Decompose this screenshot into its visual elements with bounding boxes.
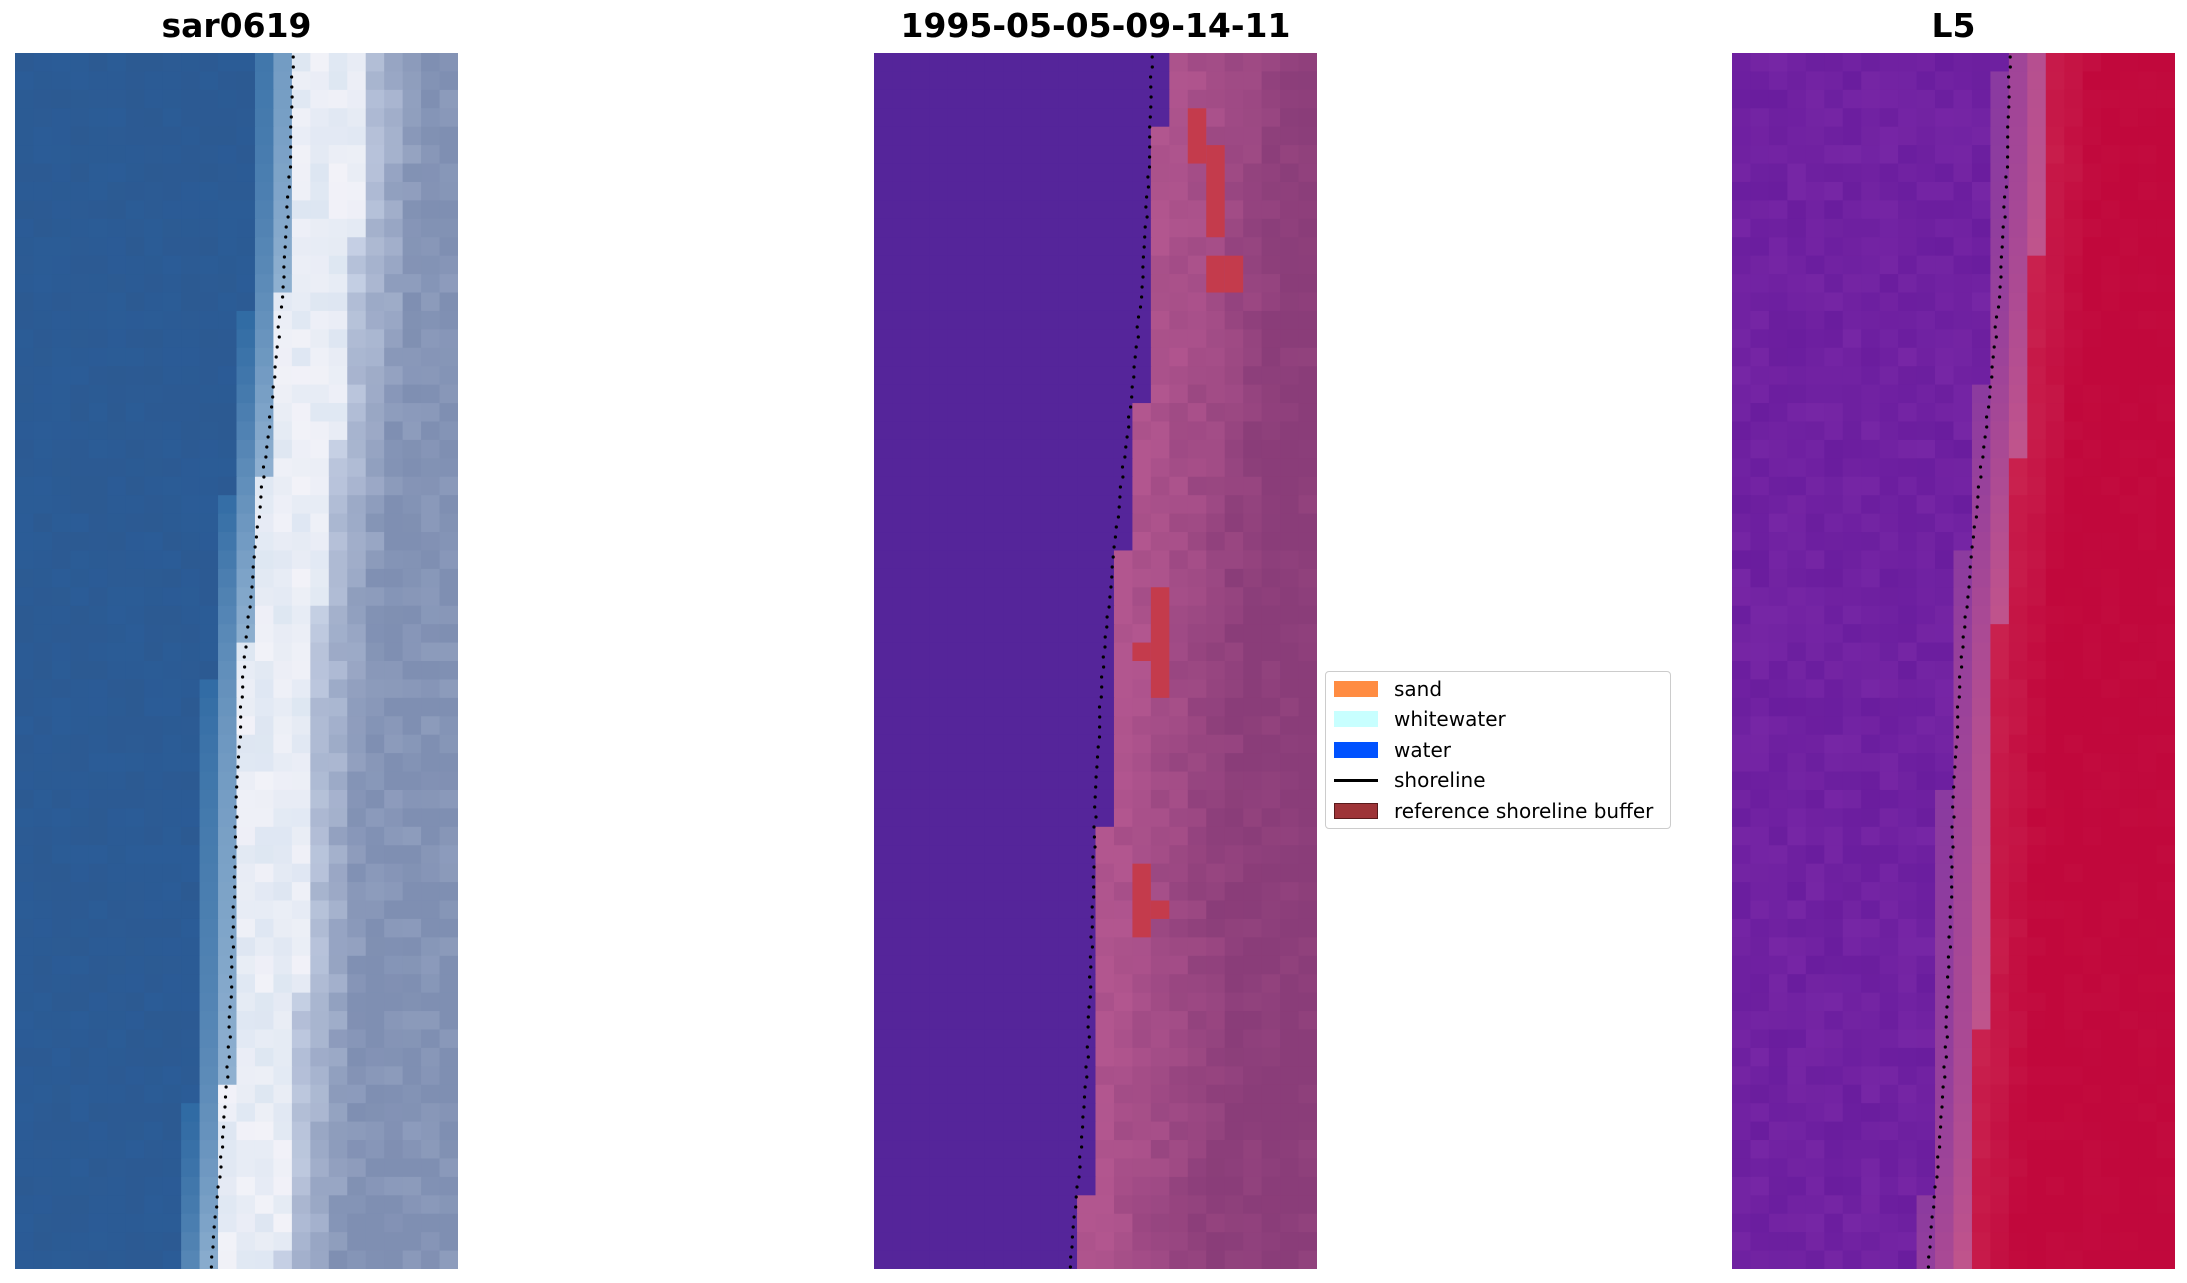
shoreline-rgb [209,55,295,1269]
classified-image-panel [874,53,1317,1269]
legend-label-whitewater: whitewater [1394,707,1506,731]
panel-title-rgb: sar0619 [161,6,312,45]
shoreline-line-swatch [1334,778,1378,782]
shoreline-classified [1068,55,1154,1269]
legend-item-shoreline: shoreline [1334,766,1486,794]
water-swatch [1334,742,1378,758]
whitewater-swatch [1334,711,1378,727]
legend: sand whitewater water shoreline referenc… [1325,671,1671,829]
index-image-panel [1732,53,2175,1269]
classified-image [874,53,1317,1269]
shoreline-index [1926,55,2012,1269]
legend-item-sand: sand [1334,675,1442,703]
rgb-image-panel [15,53,458,1269]
rgb-satellite-image [15,53,458,1269]
index-image [1732,53,2175,1269]
panel-title-classified: 1995-05-05-09-14-11 [900,6,1291,45]
panel-title-index: L5 [1931,6,1976,45]
legend-label-reference-buffer: reference shoreline buffer [1394,799,1654,823]
legend-item-whitewater: whitewater [1334,705,1506,733]
legend-label-sand: sand [1394,677,1443,701]
reference-buffer-patches [1132,108,1244,938]
legend-item-water: water [1334,736,1451,764]
sand-swatch [1334,681,1378,697]
reference-buffer-swatch [1334,803,1378,819]
legend-item-reference-buffer: reference shoreline buffer [1334,797,1653,825]
legend-label-shoreline: shoreline [1394,768,1486,792]
legend-label-water: water [1394,738,1451,762]
